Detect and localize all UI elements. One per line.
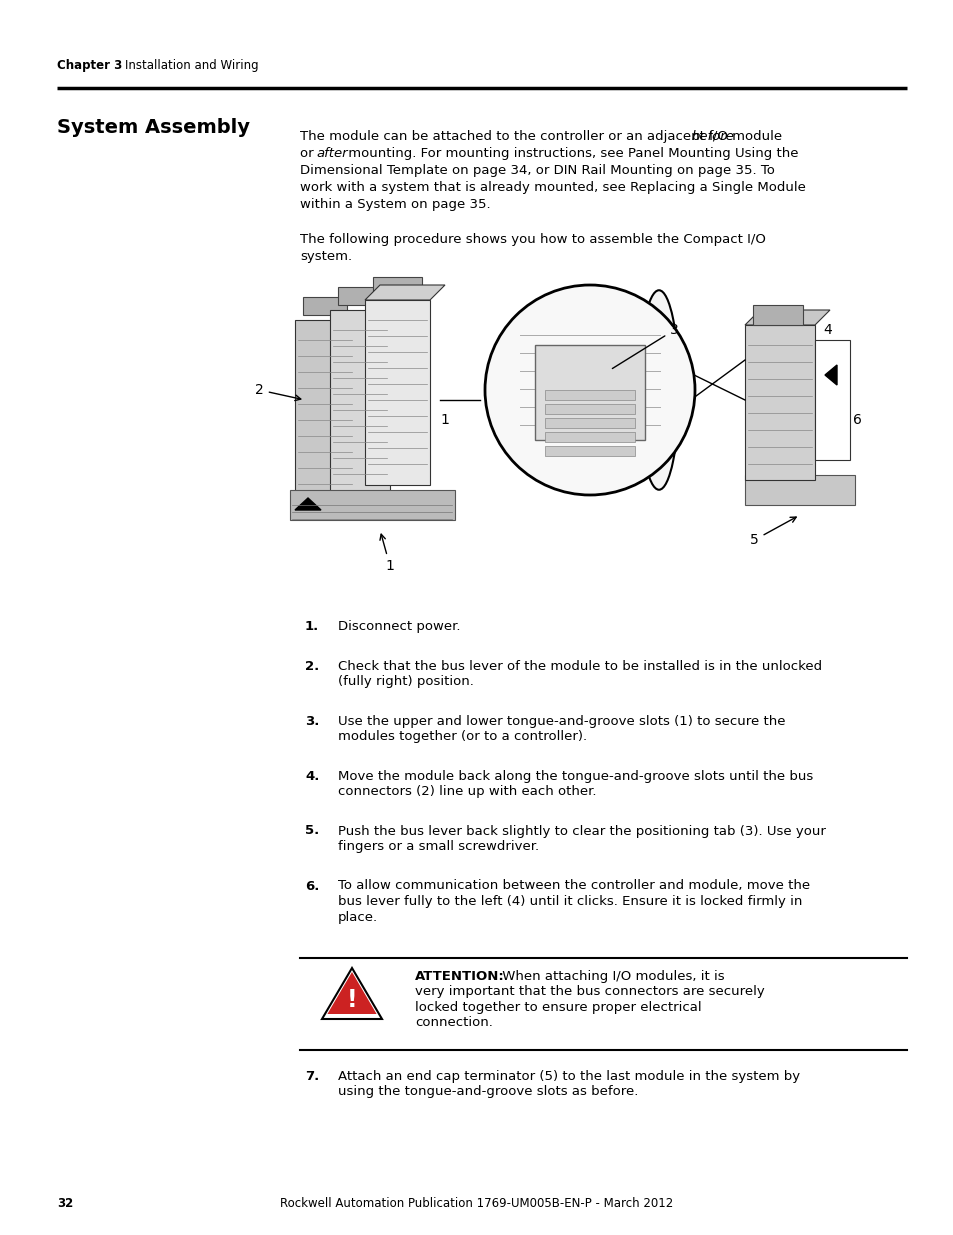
Text: locked together to ensure proper electrical: locked together to ensure proper electri… — [415, 1002, 700, 1014]
Text: 1: 1 — [439, 412, 449, 427]
Text: 6.: 6. — [305, 879, 319, 893]
Text: 4.: 4. — [305, 769, 319, 783]
Text: bus lever fully to the left (4) until it clicks. Ensure it is locked firmly in: bus lever fully to the left (4) until it… — [337, 895, 801, 908]
Text: connectors (2) line up with each other.: connectors (2) line up with each other. — [337, 785, 596, 798]
Text: ATTENTION:: ATTENTION: — [415, 969, 504, 983]
Bar — [544, 446, 635, 456]
Text: system.: system. — [299, 249, 352, 263]
Text: Attach an end cap terminator (5) to the last module in the system by: Attach an end cap terminator (5) to the … — [337, 1070, 800, 1083]
Text: 1.: 1. — [305, 620, 319, 634]
Text: 2.: 2. — [305, 659, 319, 673]
Polygon shape — [365, 285, 444, 300]
Text: 5.: 5. — [305, 825, 319, 837]
Text: !: ! — [346, 988, 357, 1011]
Bar — [544, 404, 635, 414]
Polygon shape — [322, 968, 381, 1019]
Text: 3.: 3. — [305, 715, 319, 727]
Polygon shape — [294, 498, 320, 510]
Text: within a System on page 35.: within a System on page 35. — [299, 198, 490, 211]
Text: Rockwell Automation Publication 1769-UM005B-EN-P - March 2012: Rockwell Automation Publication 1769-UM0… — [280, 1197, 673, 1210]
Text: 5: 5 — [749, 517, 796, 547]
Bar — [294, 320, 355, 505]
Text: work with a system that is already mounted, see Replacing a Single Module: work with a system that is already mount… — [299, 182, 805, 194]
Bar — [535, 345, 644, 440]
Text: modules together (or to a controller).: modules together (or to a controller). — [337, 730, 586, 743]
Bar — [373, 277, 421, 295]
Text: 1: 1 — [379, 535, 394, 573]
Text: 32: 32 — [57, 1197, 73, 1210]
Text: or: or — [299, 147, 317, 161]
Bar — [544, 432, 635, 442]
Text: mounting. For mounting instructions, see Panel Mounting Using the: mounting. For mounting instructions, see… — [344, 147, 798, 161]
Polygon shape — [744, 310, 829, 325]
Bar — [337, 287, 381, 305]
Bar — [330, 310, 390, 495]
Text: The following procedure shows you how to assemble the Compact I/O: The following procedure shows you how to… — [299, 233, 765, 246]
Bar — [365, 300, 430, 485]
Text: 7.: 7. — [305, 1070, 319, 1083]
Text: 3: 3 — [612, 324, 678, 368]
Bar — [303, 296, 347, 315]
Bar — [752, 305, 802, 325]
Polygon shape — [327, 972, 376, 1014]
Text: Move the module back along the tongue-and-groove slots until the bus: Move the module back along the tongue-an… — [337, 769, 812, 783]
Circle shape — [484, 285, 695, 495]
Text: Chapter 3: Chapter 3 — [57, 59, 122, 72]
Text: Installation and Wiring: Installation and Wiring — [125, 59, 258, 72]
Ellipse shape — [639, 290, 679, 490]
Text: Use the upper and lower tongue-and-groove slots (1) to secure the: Use the upper and lower tongue-and-groov… — [337, 715, 784, 727]
Bar — [814, 340, 849, 459]
Text: before: before — [691, 130, 733, 143]
Text: When attaching I/O modules, it is: When attaching I/O modules, it is — [497, 969, 724, 983]
Text: 6: 6 — [852, 412, 861, 427]
Text: using the tongue-and-groove slots as before.: using the tongue-and-groove slots as bef… — [337, 1086, 638, 1098]
Text: To allow communication between the controller and module, move the: To allow communication between the contr… — [337, 879, 809, 893]
Text: System Assembly: System Assembly — [57, 119, 250, 137]
Text: 2: 2 — [254, 383, 300, 400]
Text: 4: 4 — [822, 324, 831, 337]
Text: Disconnect power.: Disconnect power. — [337, 620, 460, 634]
Text: Check that the bus lever of the module to be installed is in the unlocked: Check that the bus lever of the module t… — [337, 659, 821, 673]
Polygon shape — [824, 366, 836, 385]
Bar — [744, 325, 814, 480]
Bar — [744, 475, 854, 505]
Text: Push the bus lever back slightly to clear the positioning tab (3). Use your: Push the bus lever back slightly to clea… — [337, 825, 825, 837]
Text: Dimensional Template on page 34, or DIN Rail Mounting on page 35. To: Dimensional Template on page 34, or DIN … — [299, 164, 774, 177]
Text: very important that the bus connectors are securely: very important that the bus connectors a… — [415, 986, 764, 999]
Text: fingers or a small screwdriver.: fingers or a small screwdriver. — [337, 840, 538, 853]
Bar — [290, 490, 455, 520]
Bar — [544, 417, 635, 429]
Text: after: after — [316, 147, 348, 161]
Bar — [544, 390, 635, 400]
Text: place.: place. — [337, 910, 377, 924]
Text: The module can be attached to the controller or an adjacent I/O module: The module can be attached to the contro… — [299, 130, 785, 143]
Text: connection.: connection. — [415, 1016, 493, 1030]
Text: (fully right) position.: (fully right) position. — [337, 676, 474, 688]
